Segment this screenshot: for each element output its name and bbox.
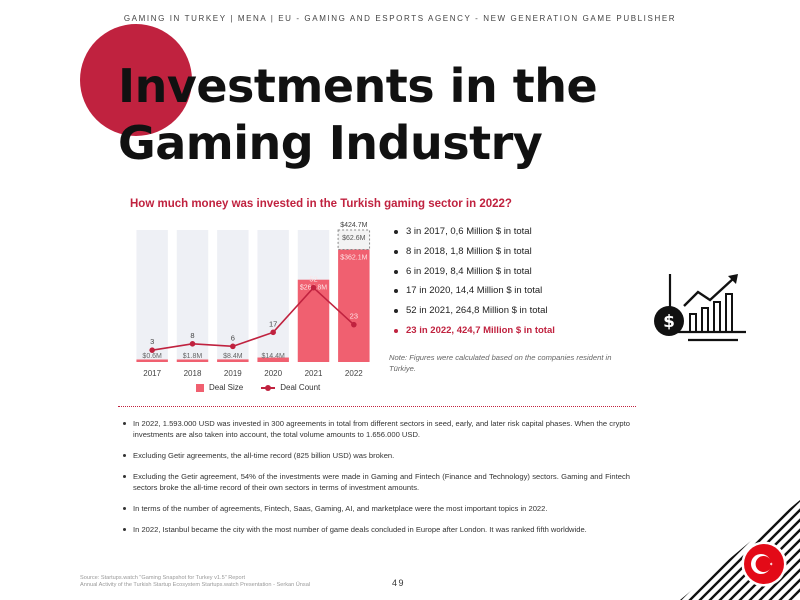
source-citation: Source: Startups.watch "Gaming Snapshot … [80,575,310,589]
total-2022-label: $424.7M [340,222,367,229]
summary-item: 17 in 2020, 14,4 Million $ in total [392,285,555,305]
deal-size-label: $14.4M [261,353,285,360]
deal-size-bar [176,359,209,362]
summary-item: 6 in 2019, 8,4 Million $ in total [392,266,555,286]
section-divider [118,406,636,407]
deal-count-label: 8 [190,331,194,340]
legend-item-deal-count: Deal Count [261,383,320,392]
legend-swatch-deal-size [196,383,204,392]
deal-count-label: 17 [269,319,277,328]
legend-item-deal-size: Deal Size [196,383,243,392]
deal-count-point [189,341,196,347]
legend-label-deal-count: Deal Count [280,383,321,392]
deal-count-point [270,329,276,336]
x-axis-tick-label: 2022 [345,369,363,378]
finding-item: Excluding Getir agreements, the all-time… [120,450,630,461]
chart-column-bg [217,230,249,362]
chart-title: How much money was invested in the Turki… [130,198,512,210]
page-number: 49 [392,578,406,588]
finding-item: In 2022, Istanbul became the city with t… [120,524,630,535]
source-line-1: Source: Startups.watch "Gaming Snapshot … [80,575,246,581]
top-header-tagline: GAMING IN TURKEY | MENA | EU - GAMING AN… [123,14,677,23]
svg-text:$: $ [663,312,675,332]
page-title-line-1: Investments in the [118,59,598,113]
deal-count-point [351,321,357,328]
deal-size-bar [257,357,289,362]
x-axis-tick-label: 2020 [264,369,282,378]
page-title-line-2: Gaming Industry [118,116,543,170]
deal-count-point [230,343,236,350]
deal-size-bar [217,359,249,362]
deal-count-label: 52 [309,275,317,284]
finding-item: In terms of the number of agreements, Fi… [120,503,630,514]
deal-size-bar [338,249,370,362]
deal-count-label: 23 [350,312,358,321]
chart-column-bg [136,230,168,362]
growth-chart-dollar-icon: $ [654,274,746,342]
chart-column-bg [257,230,289,362]
deal-size-label: $1.8M [183,353,203,360]
deal-count-label: 6 [231,333,235,342]
summary-item-highlight: 23 in 2022, 424,7 Million $ in total [392,325,555,345]
deal-size-label: $0.6M [142,353,162,360]
summary-item: 3 in 2017, 0,6 Million $ in total [392,226,555,246]
deal-count-line [152,286,355,351]
deal-size-bar [136,359,168,362]
deal-size-label: $362.1M [340,254,367,261]
legend-label-deal-size: Deal Size [209,383,244,392]
x-axis-tick-label: 2021 [305,369,323,378]
page-title: Investments in the Gaming Industry [118,58,678,172]
deal-count-point [149,347,155,353]
source-line-2: Annual Activity of the Turkish Startup E… [80,582,311,588]
investment-chart: $62.6M$424.7M$0.6M$1.8M$8.4M$14.4M$264.8… [136,222,371,378]
deal-count-point [310,284,317,291]
deal-size-bar [297,279,330,362]
crypto-investment-segment [337,229,371,250]
chart-legend: Deal Size Deal Count [196,383,320,392]
deal-size-label: $8.4M [223,353,243,360]
x-axis-tick-label: 2017 [143,369,161,378]
finding-item: In 2022, 1.593.000 USD was invested in 3… [120,418,630,440]
legend-swatch-deal-count [261,384,276,392]
summary-item: 8 in 2018, 1,8 Million $ in total [392,246,555,266]
summary-item: 52 in 2021, 264,8 Million $ in total [392,305,555,325]
turkey-flag-icon [741,541,787,587]
decorative-red-circle [80,24,192,136]
finding-item: Excluding the Getir agreement, 54% of th… [120,471,630,493]
deal-count-label: 3 [150,337,154,346]
x-axis-tick-label: 2018 [184,369,202,378]
chart-column-bg [176,230,209,362]
crypto-segment-label: $62.6M [342,235,366,242]
yearly-summary-list: 3 in 2017, 0,6 Million $ in total 8 in 2… [392,226,555,345]
key-findings-list: In 2022, 1.593.000 USD was invested in 3… [120,418,630,535]
chart-note: Note: Figures were calculated based on t… [389,353,612,373]
x-axis-tick-label: 2019 [224,369,242,378]
